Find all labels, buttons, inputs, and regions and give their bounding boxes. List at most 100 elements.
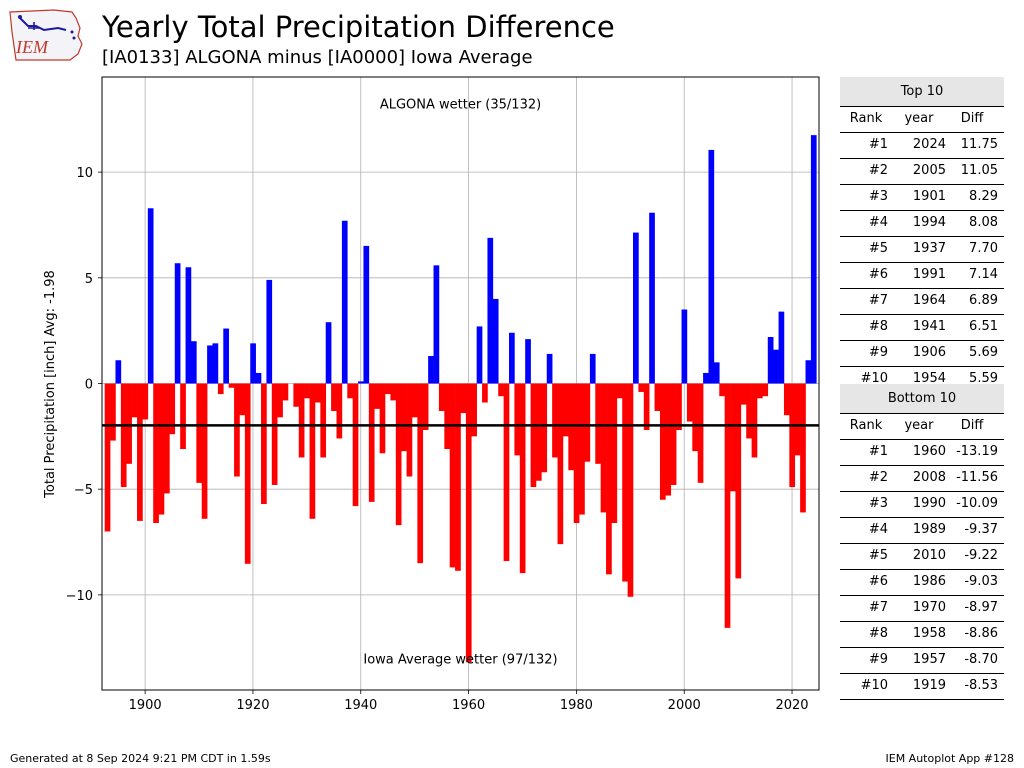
bottom10-row: #10 1919 -8.53 <box>840 674 1004 700</box>
x-tick-label: 1920 <box>236 698 269 713</box>
bar-1960 <box>465 383 472 663</box>
bar-1930 <box>304 383 310 399</box>
bar-1940 <box>358 381 364 384</box>
top10-row: #1 2024 11.75 <box>840 133 1004 159</box>
y-tick-label: −5 <box>74 483 93 498</box>
year-cell: 1990 <box>912 496 946 511</box>
bar-2015 <box>762 383 769 397</box>
bar-1975 <box>546 353 553 384</box>
bar-1924 <box>271 383 278 485</box>
bar-1915 <box>223 328 229 384</box>
bar-1898 <box>131 383 138 418</box>
bar-1964 <box>487 237 494 384</box>
col-rank: Rank <box>849 111 883 126</box>
rank-cell: #10 <box>860 371 888 386</box>
bar-1985 <box>600 383 607 513</box>
y-axis-label: Total Precipitation [inch] Avg: -1.98 <box>43 270 58 499</box>
rank-cell: #6 <box>868 267 888 282</box>
bar-2020 <box>789 383 796 488</box>
diff-cell: -8.97 <box>964 600 998 615</box>
y-tick-label: 5 <box>85 272 93 287</box>
bar-1899 <box>137 383 143 521</box>
diff-cell: 11.75 <box>960 137 998 152</box>
rank-cell: #4 <box>868 215 888 230</box>
rank-cell: #2 <box>868 163 888 178</box>
bar-1974 <box>541 383 548 473</box>
bar-1910 <box>196 383 203 483</box>
diff-cell: -11.56 <box>956 470 998 485</box>
bar-2009 <box>730 383 736 492</box>
bar-2008 <box>724 383 731 628</box>
bar-1946 <box>390 383 397 401</box>
bar-1987 <box>611 383 618 524</box>
bar-2017 <box>773 349 779 384</box>
year-cell: 1957 <box>912 652 946 667</box>
bar-1921 <box>255 372 262 384</box>
bar-1902 <box>153 383 159 524</box>
bar-2023 <box>805 360 812 384</box>
bar-1957 <box>449 383 456 568</box>
year-cell: 1986 <box>912 574 946 589</box>
bar-chart: 1900 1920 1940 1960 1980 2000 2020 10 5 0 −5 −10 AL… <box>43 76 820 713</box>
year-cell: 1901 <box>912 189 946 204</box>
bar-1994 <box>649 212 655 384</box>
year-cell: 2005 <box>912 163 946 178</box>
bar-1966 <box>498 383 504 397</box>
top10-row: #4 1994 8.08 <box>840 211 1004 237</box>
bar-1998 <box>670 383 677 485</box>
bar-1988 <box>616 383 623 399</box>
bar-1980 <box>573 383 580 524</box>
top10-row: #3 1901 8.29 <box>840 185 1004 211</box>
bottom10-row: #1 1960 -13.19 <box>840 440 1004 466</box>
bar-1929 <box>298 383 305 458</box>
col-rank: Rank <box>849 418 883 433</box>
bar-1920 <box>250 343 256 384</box>
x-tick-label: 2000 <box>668 698 701 713</box>
year-cell: 2024 <box>912 137 946 152</box>
bar-1893 <box>104 383 111 532</box>
bar-1969 <box>514 383 521 456</box>
bar-1933 <box>320 383 327 458</box>
bar-1991 <box>633 232 639 384</box>
bar-1912 <box>207 345 213 384</box>
bottom10-row: #3 1990 -10.09 <box>840 492 1004 518</box>
rank-cell: #8 <box>868 319 888 334</box>
bar-1943 <box>374 383 380 409</box>
bar-1990 <box>627 383 634 597</box>
bar-1954 <box>433 265 440 384</box>
bar-2018 <box>778 311 785 384</box>
bar-1973 <box>535 383 542 481</box>
x-tick-label: 1900 <box>129 698 162 713</box>
bar-1941 <box>363 245 370 384</box>
top10-row: #8 1941 6.51 <box>840 315 1004 341</box>
top10-row: #7 1964 6.89 <box>840 289 1004 315</box>
bar-1956 <box>444 383 451 450</box>
bar-1931 <box>309 383 316 519</box>
bar-1897 <box>126 383 132 464</box>
x-tick-label: 1940 <box>344 698 377 713</box>
bar-layer <box>104 135 817 663</box>
diff-cell: 7.14 <box>969 267 998 282</box>
bar-2024 <box>810 135 817 384</box>
bar-2003 <box>697 383 704 483</box>
bottom10-row: #7 1970 -8.97 <box>840 596 1004 622</box>
top10-row: #5 1937 7.70 <box>840 237 1004 263</box>
bar-1978 <box>562 383 569 437</box>
year-cell: 1941 <box>912 319 946 334</box>
bar-1992 <box>638 383 645 392</box>
bar-1926 <box>282 383 289 401</box>
bar-1993 <box>643 383 650 431</box>
bar-1949 <box>406 383 413 477</box>
bar-1901 <box>147 208 154 384</box>
tick-layer: 1900 1920 1940 1960 1980 2000 2020 10 5 0 −5 −10 <box>66 166 809 713</box>
bar-1984 <box>595 383 601 464</box>
col-diff: Diff <box>960 418 984 433</box>
bar-1961 <box>471 383 477 437</box>
bar-2022 <box>800 383 806 513</box>
bar-1903 <box>158 383 165 515</box>
bar-1977 <box>557 383 564 545</box>
x-tick-label: 1960 <box>452 698 485 713</box>
bar-2010 <box>735 383 742 579</box>
rank-cell: #6 <box>868 574 888 589</box>
year-cell: 2010 <box>912 548 946 563</box>
